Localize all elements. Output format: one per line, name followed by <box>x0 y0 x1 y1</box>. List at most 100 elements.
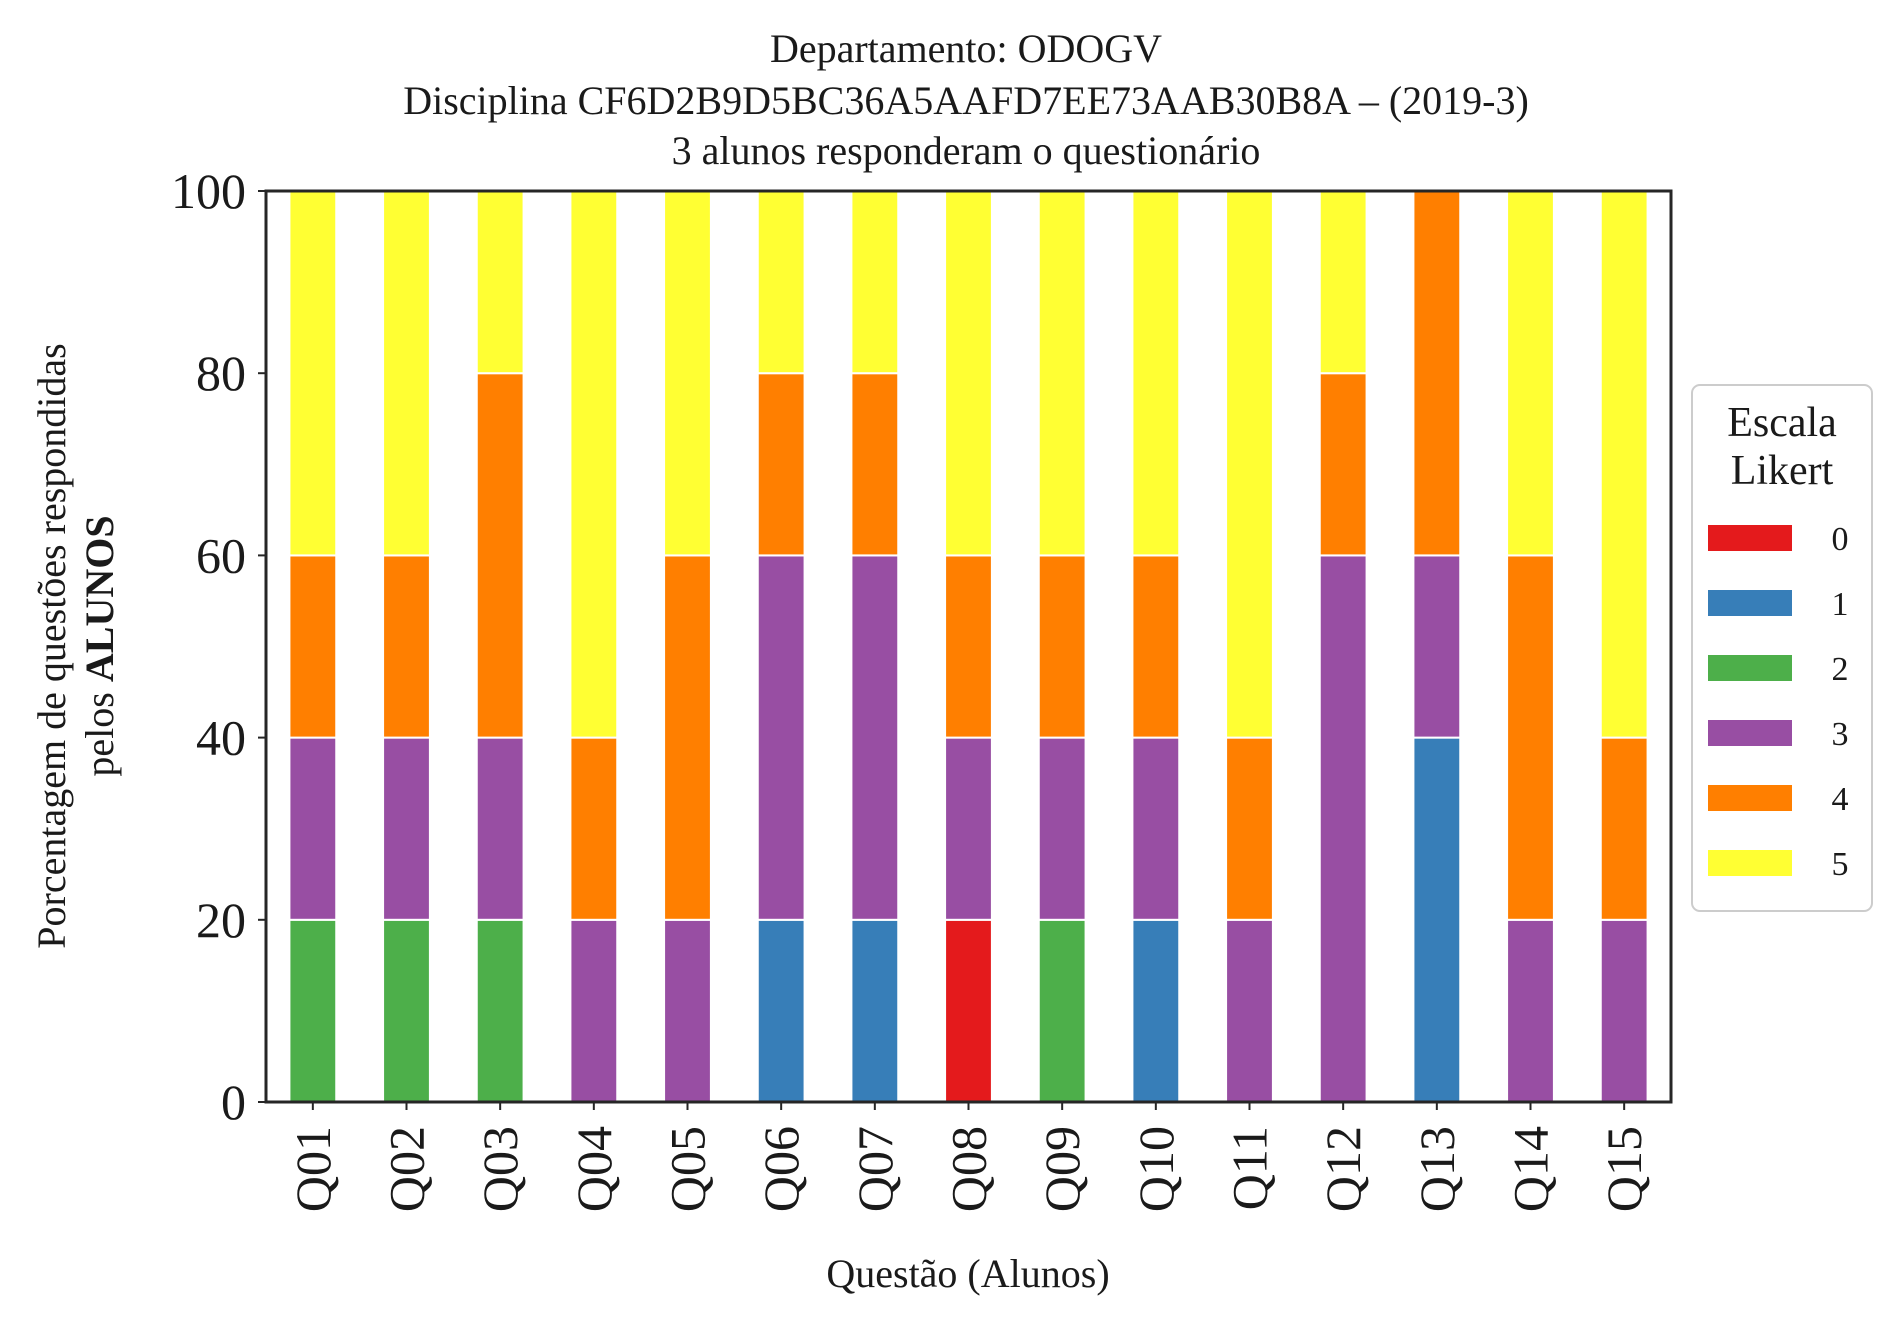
legend-swatch-0 <box>1708 525 1792 551</box>
x-axis-title: Questão (Alunos) <box>826 1251 1109 1296</box>
x-tick-label-q01: Q01 <box>285 1126 341 1212</box>
legend-label-4: 4 <box>1832 781 1849 818</box>
x-tick-label-q10: Q10 <box>1128 1126 1184 1212</box>
bar-segment-q02-likert-3 <box>382 736 431 921</box>
x-tick-label-q13: Q13 <box>1409 1126 1465 1212</box>
legend-swatch-1 <box>1708 590 1792 616</box>
x-ticks: Q01 Q02 Q03 Q04 Q05 Q06 Q07 Q08 Q09 Q10 Q11 Q12 Q13 Q… <box>285 1102 1652 1212</box>
legend-label-2: 2 <box>1832 651 1849 688</box>
bar-segment-q08-likert-3 <box>944 736 993 921</box>
bar-segment-q10-likert-1 <box>1131 918 1181 1103</box>
bar-segment-q15-likert-3 <box>1599 918 1649 1103</box>
bar-segment-q02-likert-2 <box>382 918 431 1103</box>
bar-segment-q13-likert-4 <box>1412 190 1462 557</box>
x-tick-label-q11: Q11 <box>1222 1126 1278 1210</box>
bar-segment-q01-likert-5 <box>288 190 338 557</box>
y-axis-title-prefix: pelos <box>77 682 122 776</box>
x-tick-label-q07: Q07 <box>847 1126 903 1212</box>
bar-segment-q04-likert-5 <box>569 190 619 739</box>
y-axis-title: Porcentagem de questões respondidas pelo… <box>29 343 122 948</box>
bar-segment-q08-likert-5 <box>944 190 993 557</box>
x-tick-label-q14: Q14 <box>1503 1126 1559 1212</box>
chart-title-line-2: Disciplina CF6D2B9D5BC36A5AAFD7EE73AAB30… <box>403 78 1529 123</box>
bar-segment-q09-likert-4 <box>1037 554 1087 739</box>
bar-segment-q10-likert-5 <box>1131 190 1181 557</box>
bar-segment-q11-likert-5 <box>1225 190 1274 739</box>
bar-segment-q01-likert-4 <box>288 554 338 739</box>
bars-layer <box>288 190 1649 1103</box>
bar-segment-q01-likert-2 <box>288 918 338 1103</box>
bar-segment-q11-likert-3 <box>1225 918 1274 1103</box>
legend-label-1: 1 <box>1832 586 1849 623</box>
bar-segment-q06-likert-1 <box>756 918 806 1103</box>
bar-segment-q09-likert-2 <box>1037 918 1087 1103</box>
bar-segment-q03-likert-5 <box>475 190 525 375</box>
x-tick-label-q04: Q04 <box>566 1126 622 1212</box>
legend-swatch-2 <box>1708 655 1792 681</box>
bar-segment-q05-likert-5 <box>663 190 712 557</box>
x-tick-label-q08: Q08 <box>941 1126 997 1212</box>
legend-label-3: 3 <box>1832 716 1849 753</box>
y-tick-label: 0 <box>221 1074 246 1130</box>
bar-segment-q12-likert-5 <box>1318 190 1368 375</box>
bar-segment-q06-likert-3 <box>756 554 806 921</box>
x-tick-label-q06: Q06 <box>753 1126 809 1212</box>
legend-title-line-2: Likert <box>1731 448 1834 494</box>
bar-segment-q05-likert-3 <box>663 918 712 1103</box>
chart-title-line-3: 3 alunos responderam o questionário <box>672 128 1261 173</box>
legend-swatch-5 <box>1708 850 1792 876</box>
bar-segment-q09-likert-5 <box>1037 190 1087 557</box>
y-ticks: 0 20 40 60 80 100 <box>171 163 266 1130</box>
bar-segment-q01-likert-3 <box>288 736 338 921</box>
y-axis-title-line-2: pelos ALUNOS <box>77 515 122 776</box>
bar-segment-q15-likert-5 <box>1599 190 1649 739</box>
bar-segment-q03-likert-3 <box>475 736 525 921</box>
legend: Escala Likert 0 1 2 3 4 5 <box>1691 384 1873 912</box>
bar-segment-q12-likert-4 <box>1318 372 1368 557</box>
bar-segment-q07-likert-5 <box>850 190 900 375</box>
bar-segment-q13-likert-3 <box>1412 554 1462 739</box>
legend-box <box>1691 384 1873 912</box>
y-tick-label: 80 <box>196 345 246 401</box>
bar-segment-q07-likert-4 <box>850 372 900 557</box>
bar-segment-q11-likert-4 <box>1225 736 1274 921</box>
bar-segment-q10-likert-3 <box>1131 736 1181 921</box>
bar-segment-q07-likert-3 <box>850 554 900 921</box>
bar-segment-q09-likert-3 <box>1037 736 1087 921</box>
chart-title-line-1: Departamento: ODOGV <box>770 26 1162 71</box>
bar-segment-q04-likert-4 <box>569 736 619 921</box>
legend-swatch-4 <box>1708 785 1792 811</box>
x-tick-label-q12: Q12 <box>1315 1126 1371 1212</box>
bar-segment-q13-likert-1 <box>1412 736 1462 1103</box>
bar-segment-q07-likert-1 <box>850 918 900 1103</box>
bar-segment-q12-likert-3 <box>1318 554 1368 1103</box>
bar-segment-q08-likert-4 <box>944 554 993 739</box>
legend-items: 0 1 2 3 4 5 <box>1708 521 1849 883</box>
legend-label-0: 0 <box>1832 521 1849 558</box>
bar-segment-q06-likert-5 <box>756 190 806 375</box>
bar-segment-q02-likert-5 <box>382 190 431 557</box>
y-axis-title-line-1: Porcentagem de questões respondidas <box>29 343 74 948</box>
bar-segment-q15-likert-4 <box>1599 736 1649 921</box>
bar-segment-q14-likert-4 <box>1506 554 1555 921</box>
y-tick-label: 40 <box>196 710 246 766</box>
legend-title-line-1: Escala <box>1727 400 1837 446</box>
legend-label-5: 5 <box>1832 846 1849 883</box>
bar-segment-q03-likert-2 <box>475 918 525 1103</box>
bar-segment-q06-likert-4 <box>756 372 806 557</box>
x-tick-label-q03: Q03 <box>472 1126 528 1212</box>
bar-segment-q08-likert-0 <box>944 918 993 1103</box>
bar-segment-q14-likert-3 <box>1506 918 1555 1103</box>
x-tick-label-q09: Q09 <box>1034 1126 1090 1212</box>
x-tick-label-q02: Q02 <box>379 1126 435 1212</box>
y-tick-label: 60 <box>196 527 246 583</box>
bar-segment-q03-likert-4 <box>475 372 525 739</box>
x-tick-label-q05: Q05 <box>660 1126 716 1212</box>
x-tick-label-q15: Q15 <box>1596 1126 1652 1212</box>
y-axis-title-bold: ALUNOS <box>77 515 122 682</box>
bar-segment-q02-likert-4 <box>382 554 431 739</box>
y-tick-label: 100 <box>171 163 246 219</box>
bar-segment-q10-likert-4 <box>1131 554 1181 739</box>
bar-segment-q04-likert-3 <box>569 918 619 1103</box>
